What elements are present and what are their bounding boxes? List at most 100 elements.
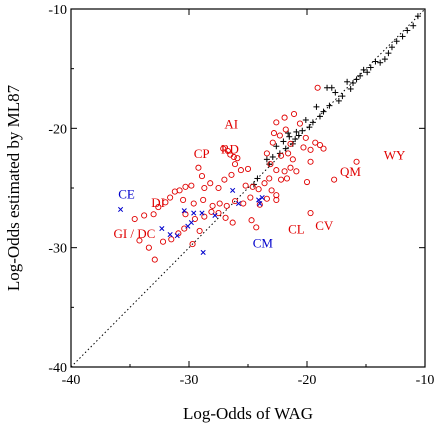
- data-point-circle: [273, 167, 280, 174]
- annotation-label: WY: [384, 147, 406, 162]
- data-point-plus: [367, 64, 374, 71]
- data-point-cross: [167, 231, 173, 238]
- y-tick-label: -10: [48, 3, 67, 18]
- data-point-plus: [254, 175, 261, 182]
- data-point-cross: [230, 187, 236, 193]
- data-point-circle: [228, 171, 235, 178]
- data-point-circle: [155, 204, 162, 211]
- data-point-circle: [198, 173, 206, 180]
- x-tick-label: -40: [62, 373, 81, 388]
- data-point-circle: [131, 215, 138, 223]
- data-point-circle: [266, 175, 273, 182]
- data-point-circle: [216, 200, 223, 207]
- data-point-circle: [256, 201, 263, 208]
- data-point-circle: [223, 202, 230, 209]
- data-point-circle: [249, 183, 256, 190]
- data-point-circle: [289, 156, 296, 163]
- data-point-circle: [175, 230, 182, 237]
- data-point-circle: [314, 84, 321, 91]
- data-point-plus: [357, 72, 364, 79]
- x-tick-label: -20: [298, 373, 317, 388]
- data-point-plus: [280, 138, 287, 145]
- data-point-circle: [270, 130, 278, 137]
- data-point-circle: [268, 187, 275, 194]
- data-point-cross: [257, 200, 263, 207]
- data-point-circle: [281, 168, 288, 175]
- data-point-circle: [230, 153, 237, 161]
- annotation-label: RD: [221, 141, 239, 156]
- data-point-circle: [150, 211, 157, 218]
- data-point-circle: [215, 210, 222, 217]
- data-point-plus: [293, 128, 300, 135]
- data-point-plus: [347, 85, 354, 92]
- data-point-circle: [136, 237, 143, 244]
- data-point-cross: [191, 210, 197, 216]
- annotation-label: CM: [253, 236, 274, 251]
- x-axis-ticks: -40 -30 -20 -10: [62, 9, 434, 388]
- data-point-cross: [199, 210, 205, 216]
- data-point-circle: [162, 199, 169, 206]
- x-axis-label: Log-Odds of WAG: [183, 404, 313, 423]
- data-point-plus: [313, 103, 320, 110]
- annotation-label: GI / DC: [113, 226, 155, 241]
- data-point-circle: [229, 219, 236, 226]
- data-point-plus: [320, 108, 327, 115]
- data-point-plus: [344, 78, 351, 85]
- data-point-circle: [307, 158, 314, 165]
- data-point-plus: [360, 66, 367, 73]
- data-point-plus: [302, 116, 309, 123]
- data-point-plus: [393, 38, 400, 45]
- data-point-circle: [231, 161, 239, 168]
- data-point-circle: [277, 152, 285, 159]
- data-point-plus: [339, 93, 346, 100]
- data-point-cross: [174, 233, 180, 239]
- data-point-circle: [151, 256, 158, 263]
- data-point-circle: [253, 224, 260, 231]
- y-tick-label: -40: [48, 361, 67, 376]
- data-point-circle: [141, 212, 148, 219]
- data-point-cross: [159, 226, 165, 232]
- data-point-circle: [312, 139, 319, 146]
- data-point-circle: [290, 110, 298, 118]
- data-point-circle: [255, 186, 262, 193]
- data-point-circle: [209, 202, 216, 209]
- data-point-cross: [200, 249, 206, 255]
- data-point-circle: [191, 215, 198, 223]
- data-point-plus: [377, 59, 384, 66]
- data-point-plus: [316, 113, 323, 120]
- data-point-plus: [353, 76, 360, 83]
- annotation-label: CP: [194, 146, 210, 161]
- data-point-plus: [306, 124, 313, 131]
- data-point-circle: [207, 180, 214, 187]
- data-point-circle: [180, 196, 187, 203]
- data-point-circle: [287, 140, 294, 147]
- data-point-circle: [234, 155, 241, 162]
- data-point-circle: [281, 114, 288, 121]
- data-point-cross: [181, 208, 187, 214]
- data-point-circle: [221, 176, 228, 183]
- data-point-plus: [335, 97, 342, 104]
- data-point-plus: [286, 133, 293, 140]
- data-point-circle: [331, 176, 338, 183]
- data-point-circle: [201, 213, 208, 220]
- data-point-circle: [215, 184, 222, 192]
- data-point-circle: [263, 150, 270, 157]
- data-point-circle: [316, 141, 324, 149]
- annotation-label: DI: [151, 195, 165, 210]
- data-point-circle: [277, 176, 285, 183]
- data-point-circle: [231, 198, 239, 205]
- y-tick-label: -20: [48, 122, 67, 137]
- data-point-plus: [263, 156, 270, 163]
- annotation-label: QM: [340, 164, 361, 179]
- data-point-circle: [267, 161, 274, 168]
- data-point-circle: [302, 134, 309, 141]
- annotation-label: CE: [118, 187, 135, 202]
- data-point-circle: [208, 208, 215, 215]
- data-point-circle: [320, 145, 327, 152]
- data-point-circle: [159, 238, 167, 245]
- data-point-plus: [273, 143, 280, 150]
- data-point-plus: [399, 33, 406, 40]
- data-point-plus: [372, 58, 379, 65]
- data-point-circle: [307, 146, 314, 153]
- data-point-circle: [222, 214, 229, 221]
